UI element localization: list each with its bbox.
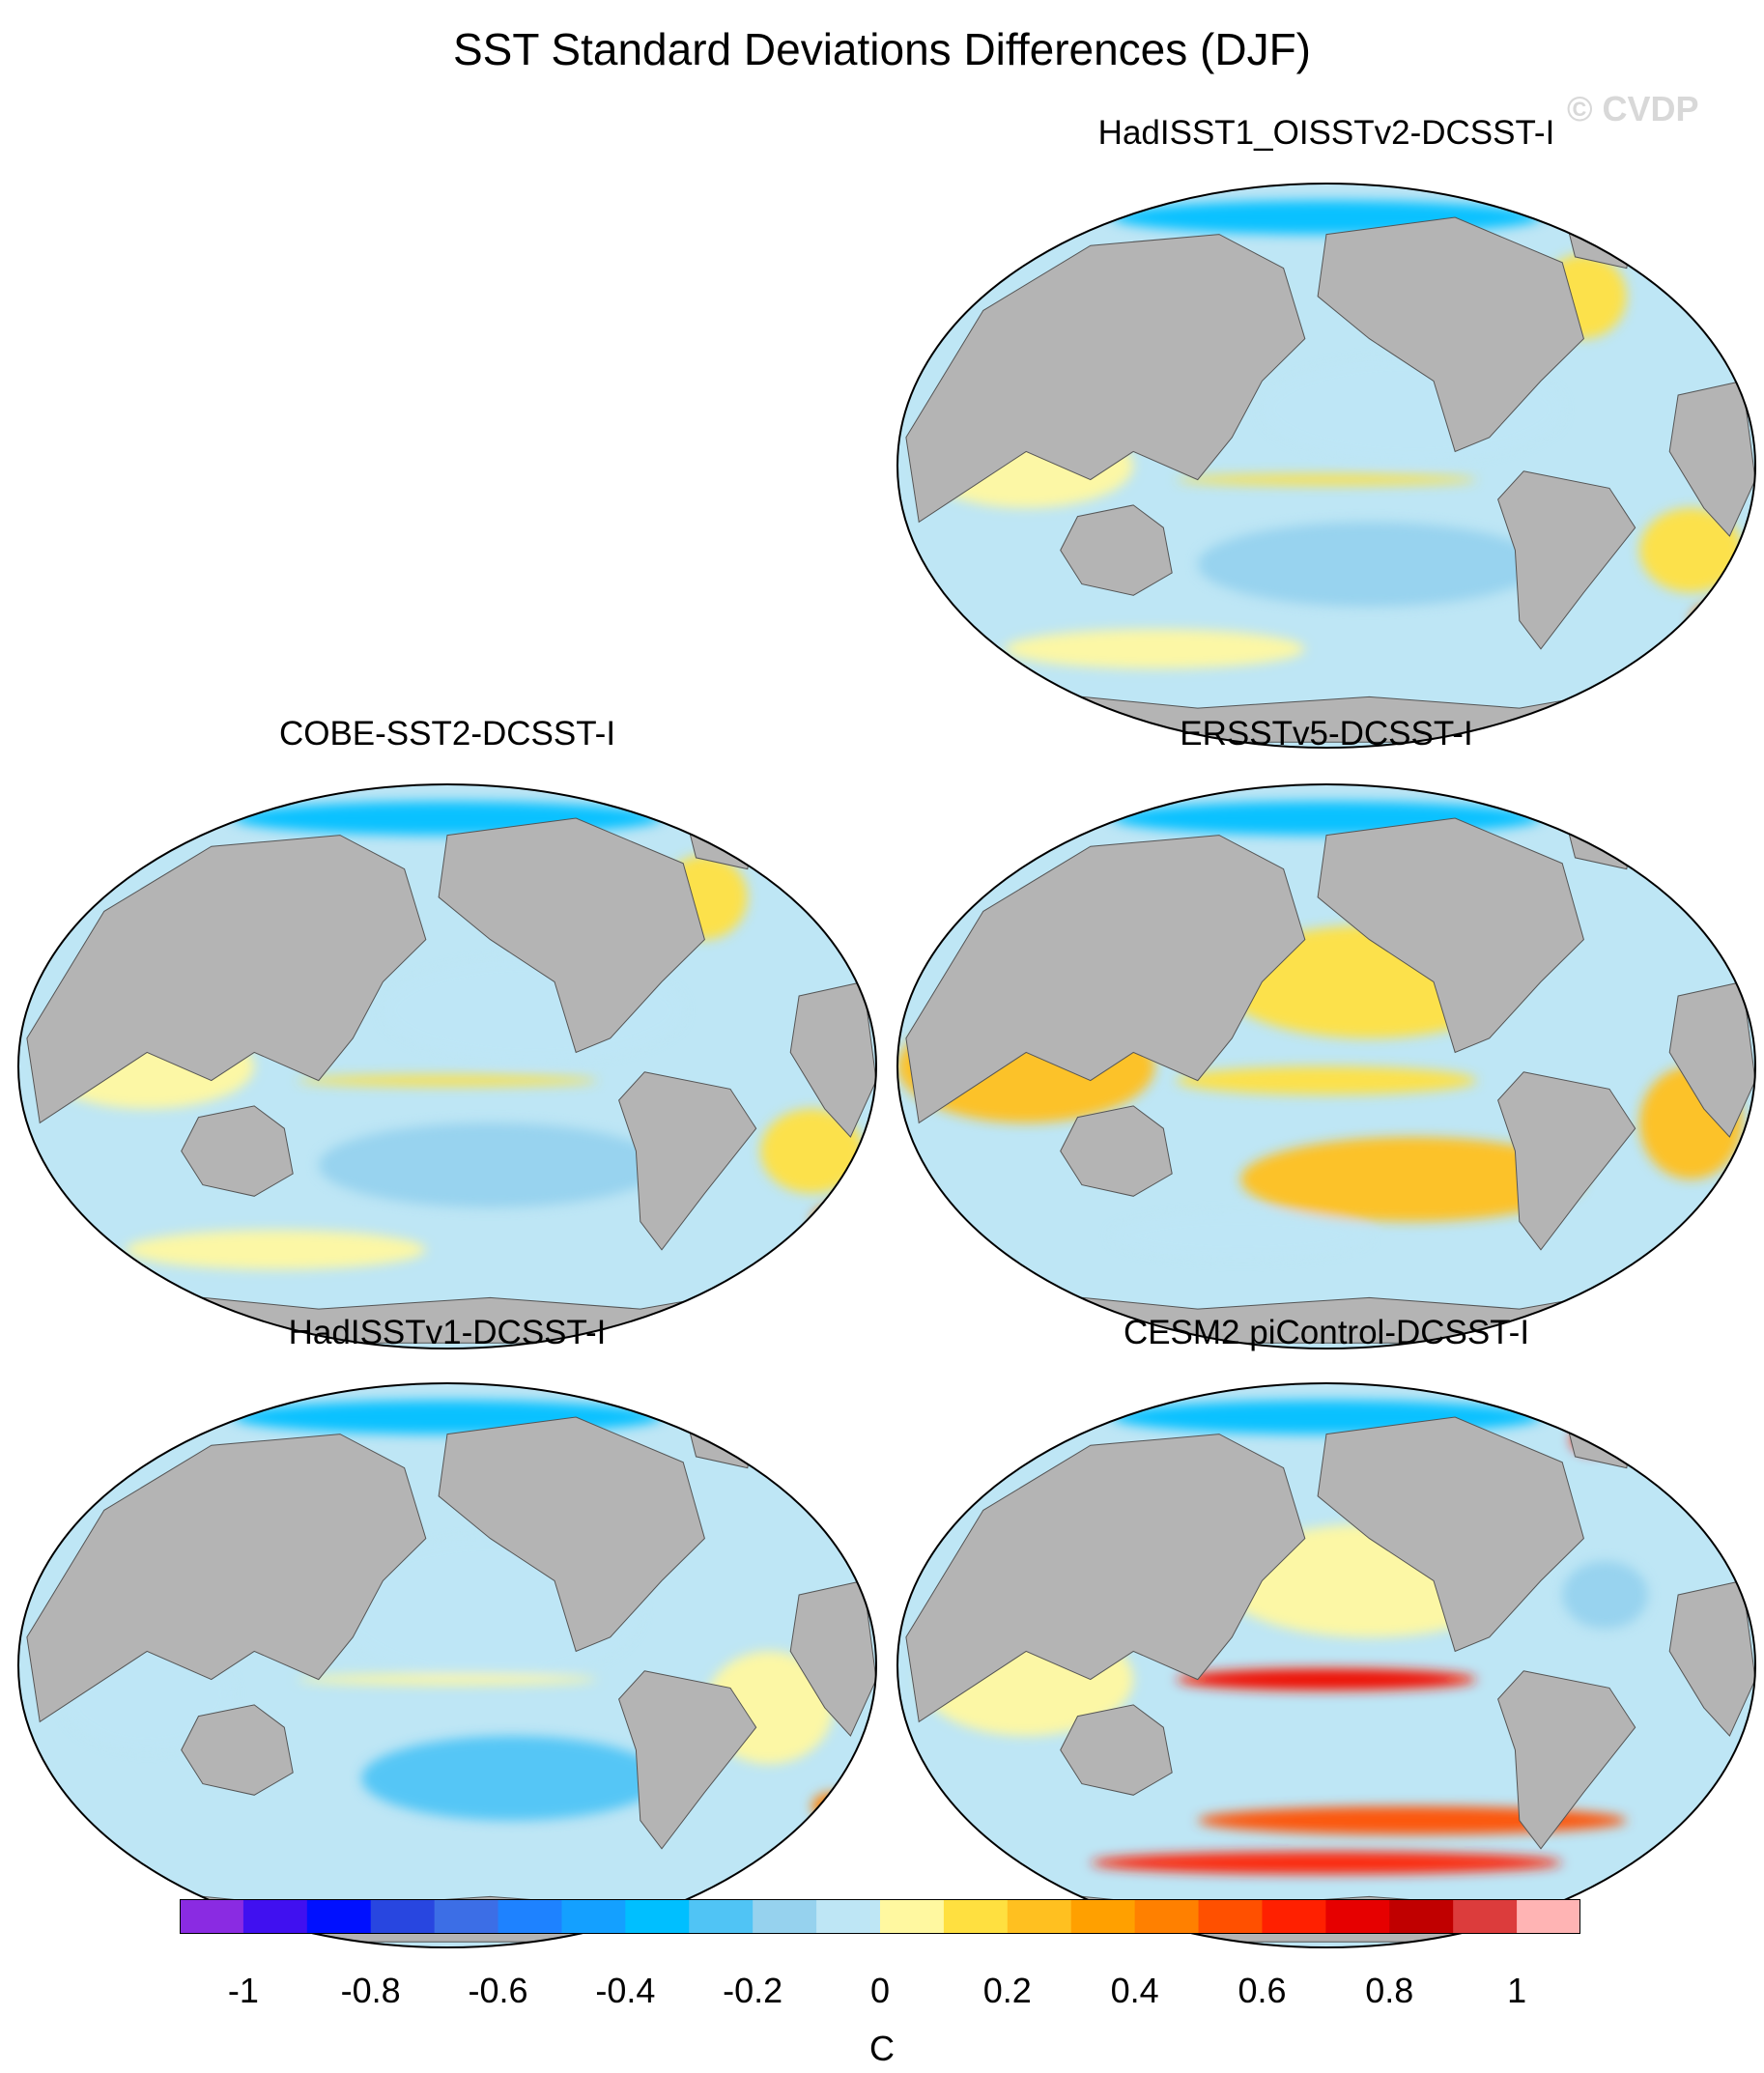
colorbar-box — [242, 1899, 308, 1934]
colorbar-box — [1198, 1899, 1263, 1934]
map-cobe-sst2 — [17, 783, 877, 1349]
colorbar — [180, 1899, 1580, 1934]
colorbar-box — [1517, 1899, 1580, 1934]
anomaly-region — [1639, 507, 1743, 593]
colorbar-tick-label: 0.4 — [1110, 1971, 1159, 2010]
land-australia — [181, 1105, 294, 1197]
anomaly-region — [760, 1108, 864, 1194]
map-panel-ersstv5: ERSSTv5-DCSST-I — [887, 715, 1764, 1352]
colorbar-tick-label: -0.4 — [595, 1971, 656, 2010]
colorbar-box — [370, 1899, 436, 1934]
colorbar-box — [180, 1899, 244, 1934]
land-samerica — [1497, 470, 1636, 650]
colorbar-box — [689, 1899, 754, 1934]
land-asia — [905, 835, 1306, 1124]
anomaly-region — [297, 1673, 598, 1686]
map-border — [896, 1382, 1756, 1948]
colorbar-box — [498, 1899, 562, 1934]
anomaly-region — [1197, 522, 1541, 607]
land-samerica — [1497, 1071, 1636, 1251]
map-border — [896, 183, 1756, 749]
map-border — [17, 783, 877, 1349]
land-samerica — [618, 1071, 757, 1251]
colorbar-box — [1262, 1899, 1326, 1934]
colorbar-tick-label: 0.6 — [1238, 1971, 1287, 2010]
colorbar-tick-label: -0.8 — [340, 1971, 401, 2010]
colorbar-box — [625, 1899, 690, 1934]
land-namerica — [438, 1416, 705, 1653]
anomaly-region — [1090, 1851, 1563, 1875]
land-namerica — [438, 817, 705, 1054]
anomaly-region — [297, 1074, 598, 1087]
panel-title: CESM2 piControl-DCSST-I — [1123, 1314, 1530, 1351]
land-australia — [1060, 1105, 1173, 1197]
land-samerica — [1497, 1670, 1636, 1850]
land-australia — [1060, 1704, 1173, 1796]
anomaly-region — [1240, 1137, 1584, 1222]
anomaly-region — [318, 1122, 662, 1207]
anomaly-region — [1176, 473, 1477, 486]
colorbar-tick-label: -0.6 — [468, 1971, 528, 2010]
watermark: © CVDP — [1567, 89, 1699, 128]
colorbar-tick-label: -0.2 — [723, 1971, 783, 2010]
figure-title: SST Standard Deviations Differences (DJF… — [453, 24, 1311, 74]
anomaly-region — [1562, 1560, 1648, 1630]
map-border — [896, 783, 1756, 1349]
land-namerica — [1317, 216, 1584, 453]
anomaly-region — [1112, 1212, 1370, 1259]
colorbar-box — [1325, 1899, 1390, 1934]
land-asia — [26, 1434, 427, 1723]
map-panel-hadisstv1: HadISSTv1-DCSST-I — [8, 1314, 887, 1951]
colorbar-tick-label: 0 — [869, 1971, 891, 2010]
colorbar-tick-label: 0.2 — [982, 1971, 1032, 2010]
anomaly-region — [811, 1205, 855, 1239]
land-australia — [181, 1704, 294, 1796]
panel-title: ERSSTv5-DCSST-I — [1180, 715, 1473, 753]
land-namerica — [1317, 1416, 1584, 1653]
panel-title: COBE-SST2-DCSST-I — [278, 715, 616, 753]
colorbar-box — [1134, 1899, 1200, 1934]
land-asia — [905, 1434, 1306, 1723]
colorbar-box — [753, 1899, 817, 1934]
colorbar-box — [943, 1899, 1009, 1934]
land-samerica — [618, 1670, 757, 1850]
colorbar-tick-label: 1 — [1507, 1971, 1527, 2010]
map-panel-cobe-sst2: COBE-SST2-DCSST-I — [8, 715, 887, 1352]
anomaly-region — [1691, 604, 1734, 639]
colorbar-tick-label: 0.8 — [1365, 1971, 1414, 2010]
colorbar-box — [816, 1899, 881, 1934]
anomaly-region — [1197, 1673, 1456, 1686]
colorbar-box — [880, 1899, 945, 1934]
colorbar-box — [561, 1899, 626, 1934]
land-namerica — [1317, 817, 1584, 1054]
colorbar-box — [306, 1899, 372, 1934]
colorbar-box — [1389, 1899, 1454, 1934]
panel-title: HadISSTv1-DCSST-I — [288, 1314, 607, 1351]
colorbar-tick-label: -1 — [227, 1971, 259, 2010]
colorbar-box — [1070, 1899, 1136, 1934]
map-panel-hadisst1-oisstv2: HadISST1_OISSTv2-DCSST-I — [887, 114, 1764, 752]
colorbar-units: C — [869, 2029, 895, 2068]
anomaly-region — [126, 1230, 426, 1270]
map-cesm2-picontrol — [896, 1382, 1756, 1948]
map-border — [17, 1382, 877, 1948]
map-hadisstv1 — [17, 1382, 877, 1948]
anomaly-region — [1005, 629, 1305, 669]
land-australia — [1060, 504, 1173, 596]
colorbar-box — [1007, 1899, 1072, 1934]
colorbar-box — [1453, 1899, 1518, 1934]
map-panel-cesm2-picontrol: CESM2 piControl-DCSST-I — [887, 1314, 1764, 1951]
panel-title: HadISST1_OISSTv2-DCSST-I — [1097, 114, 1555, 152]
colorbar-box — [434, 1899, 499, 1934]
anomaly-region — [1176, 1066, 1477, 1095]
anomaly-region — [361, 1736, 662, 1821]
land-asia — [905, 234, 1306, 524]
map-hadisst1-oisstv2 — [896, 183, 1756, 749]
land-asia — [26, 835, 427, 1124]
map-ersstv5 — [896, 783, 1756, 1349]
